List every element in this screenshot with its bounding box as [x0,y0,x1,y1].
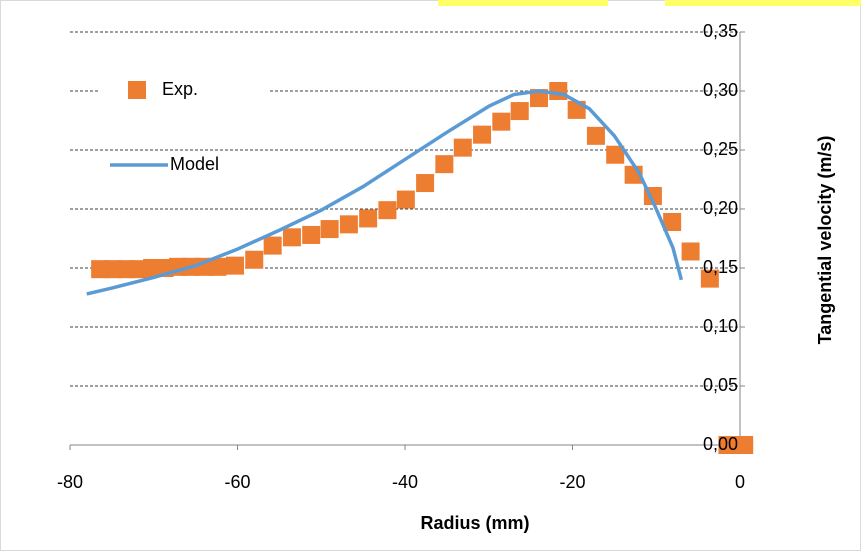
y-tick-label: 0,35 [703,21,738,41]
exp-point [378,201,397,220]
y-tick-label: 0,15 [703,257,738,277]
exp-point [320,220,339,239]
y-tick-label: 0,20 [703,198,738,218]
exp-point [735,436,754,454]
legend-label: Exp. [162,79,198,99]
highlight [665,0,861,6]
y-tick-label: 0,05 [703,375,738,395]
exp-point [208,257,227,276]
x-tick-label: -60 [224,472,250,492]
exp-point [492,112,511,131]
exp-point [282,228,301,247]
y-tick-label: 0,25 [703,139,738,159]
x-tick-label: -40 [392,472,418,492]
x-axis-title: Radius (mm) [420,513,529,533]
y-tick-label: 0,10 [703,316,738,336]
exp-point [396,190,415,209]
x-tick-label: -80 [57,472,83,492]
exp-point [435,155,454,174]
exp-point [339,215,358,234]
highlight [438,0,608,6]
y-tick-label: 0,00 [703,434,738,454]
exp-point [225,256,244,275]
exp-point [263,236,282,255]
exp-point [586,126,605,145]
exp-point [606,145,625,164]
exp-point [700,269,719,288]
y-axis-title: Tangential velocity (m/s) [815,136,835,345]
exp-point [681,242,700,261]
exp-point [416,174,435,193]
exp-point [718,436,737,454]
legend-label: Model [170,154,219,174]
model-line [86,89,684,296]
exp-point [302,225,321,244]
legend-swatch [128,81,146,99]
exp-point [663,212,682,231]
x-tick-label: 0 [735,472,745,492]
exp-point [359,209,378,228]
exp-point [473,125,492,144]
exp-point [530,89,548,108]
exp-point [245,250,264,269]
y-tick-label: 0,30 [703,80,738,100]
exp-point [453,138,472,157]
exp-point [549,82,568,100]
exp-point [510,102,529,121]
x-tick-label: -20 [559,472,585,492]
